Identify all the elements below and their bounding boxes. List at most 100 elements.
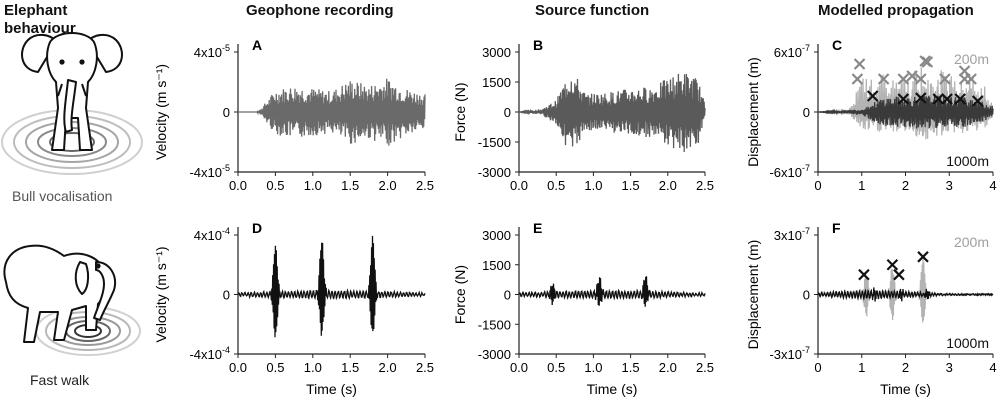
header-geophone: Geophone recording [246, 2, 394, 19]
y-tick-label: 0 [803, 105, 810, 120]
y-tick-label: 3000 [482, 45, 511, 60]
x-axis-label: Time (s) [880, 381, 931, 397]
peak-marker-1000m [971, 95, 984, 107]
panel-letter: F [832, 220, 841, 236]
y-axis-label: Displacement (m) [745, 57, 761, 167]
x-tick-label: 1 [858, 360, 865, 375]
x-tick-label: 0 [814, 178, 821, 193]
panel-a: A 0.0 0.5 1.0 1.5 2.0 2.5 4x10-5 0 -4x10-5 Velocit… [153, 37, 434, 193]
x-tick-label: 2.5 [416, 360, 434, 375]
header-source: Source function [535, 2, 650, 19]
y-tick-label: 0 [223, 105, 230, 120]
x-axis-label: Time (s) [587, 381, 638, 397]
peak-marker-200m [906, 70, 918, 82]
y-axis-label: Displacement (m) [745, 240, 761, 350]
peak-marker [917, 251, 929, 263]
y-tick-label: -1500 [478, 135, 511, 150]
y-tick-label: 0 [504, 288, 511, 303]
header-behaviour-line1: Elephant [4, 2, 68, 19]
annotation-200m: 200m [954, 51, 989, 67]
x-tick-label: 2.0 [379, 178, 397, 193]
peak-marker [858, 268, 870, 281]
annotation-1000m: 1000m [946, 153, 989, 169]
y-tick-label: 1500 [482, 75, 511, 90]
panel-letter: C [832, 37, 842, 53]
row-label-bottom: Fast walk [30, 372, 90, 388]
y-tick-label: 6x10-7 [774, 43, 810, 60]
series-trace-1000m [817, 287, 994, 302]
ground-ripple-rings-top [1, 109, 143, 175]
x-tick-label: 2.0 [379, 360, 397, 375]
panel-letter: D [252, 220, 262, 236]
x-tick-label: 2 [902, 360, 909, 375]
header-behaviour: Elephant behaviour [4, 2, 76, 38]
x-tick-label: 1.0 [584, 360, 602, 375]
y-tick-label: 3000 [482, 228, 511, 243]
y-tick-label: -6x10-7 [769, 163, 810, 180]
y-tick-label: 0 [803, 288, 810, 303]
y-axis-label: Velocity (m s⁻¹) [153, 64, 169, 160]
panel-e: E 0.0 0.5 1.0 1.5 2.0 2.5 3000 1500 0 -1500 -3000 Fo… [452, 220, 714, 397]
x-tick-label: 2 [902, 178, 909, 193]
series-trace-main [518, 73, 706, 153]
x-tick-label: 2.5 [696, 360, 714, 375]
header-modelled: Modelled propagation [818, 2, 974, 19]
peak-marker [893, 268, 905, 281]
series-trace-main [518, 276, 706, 307]
x-tick-label: 1.5 [622, 360, 640, 375]
x-tick-label: 3 [946, 360, 953, 375]
peak-marker-200m [921, 56, 934, 68]
y-tick-label: 3x10-7 [774, 226, 810, 243]
row-label-top: Bull vocalisation [12, 188, 113, 204]
peak-marker-1000m [932, 93, 945, 105]
peak-marker-1000m [954, 93, 966, 105]
y-tick-label: 4x10-4 [194, 226, 230, 243]
x-tick-label: 1.0 [304, 178, 322, 193]
x-tick-label: 0.5 [266, 178, 284, 193]
y-tick-label: 1500 [482, 258, 511, 273]
peak-marker-1000m [866, 90, 879, 102]
x-tick-label: 2.5 [416, 178, 434, 193]
y-axis-label: Force (N) [452, 265, 468, 324]
peak-marker-200m [851, 73, 864, 85]
series-trace-200m [817, 257, 994, 323]
y-axis-label: Velocity (m s⁻¹) [153, 246, 169, 342]
y-tick-label: 0 [504, 105, 511, 120]
x-tick-label: 1 [858, 178, 865, 193]
x-tick-label: 4 [989, 360, 996, 375]
x-tick-label: 1.5 [622, 178, 640, 193]
panel-b: B 0.0 0.5 1.0 1.5 2.0 2.5 3000 1500 0 -1500 -3000 Fo… [452, 37, 714, 193]
series-trace-1000m [818, 95, 994, 129]
y-tick-label: -1500 [478, 317, 511, 332]
peak-marker [886, 258, 899, 271]
x-tick-label: 4 [989, 178, 996, 193]
peak-marker-1000m [915, 92, 927, 104]
series-trace-main [238, 78, 426, 146]
y-tick-label: -3000 [478, 165, 511, 180]
peak-marker-200m [965, 73, 977, 85]
y-tick-label: 0 [223, 288, 230, 303]
x-tick-label: 2.0 [659, 360, 677, 375]
peak-marker-200m [897, 73, 910, 85]
x-tick-label: 0.0 [229, 178, 247, 193]
y-tick-label: -3000 [478, 347, 511, 362]
panel-letter: E [533, 220, 542, 236]
header-behaviour-line2: behaviour [4, 20, 76, 37]
x-tick-label: 1.5 [341, 178, 359, 193]
elephant-illustrations [1, 32, 143, 356]
x-tick-label: 1.0 [304, 360, 322, 375]
x-tick-label: 1.0 [584, 178, 602, 193]
panel-c: C 0 1 2 3 4 6x10-7 0 -6x10-7 Displacement (m) 200m… [745, 37, 997, 193]
x-tick-label: 0.0 [510, 178, 528, 193]
x-tick-label: 0.5 [547, 360, 565, 375]
walking-elephant-icon [3, 244, 116, 343]
x-tick-label: 0.0 [229, 360, 247, 375]
y-tick-label: 4x10-5 [194, 43, 230, 60]
y-axis-label: Force (N) [452, 82, 468, 141]
x-tick-label: 0.5 [266, 360, 284, 375]
annotation-1000m: 1000m [946, 335, 989, 351]
x-tick-label: 3 [946, 178, 953, 193]
peak-marker-1000m [897, 93, 910, 105]
peak-marker-200m [853, 58, 866, 70]
peak-marker-200m [877, 73, 890, 85]
